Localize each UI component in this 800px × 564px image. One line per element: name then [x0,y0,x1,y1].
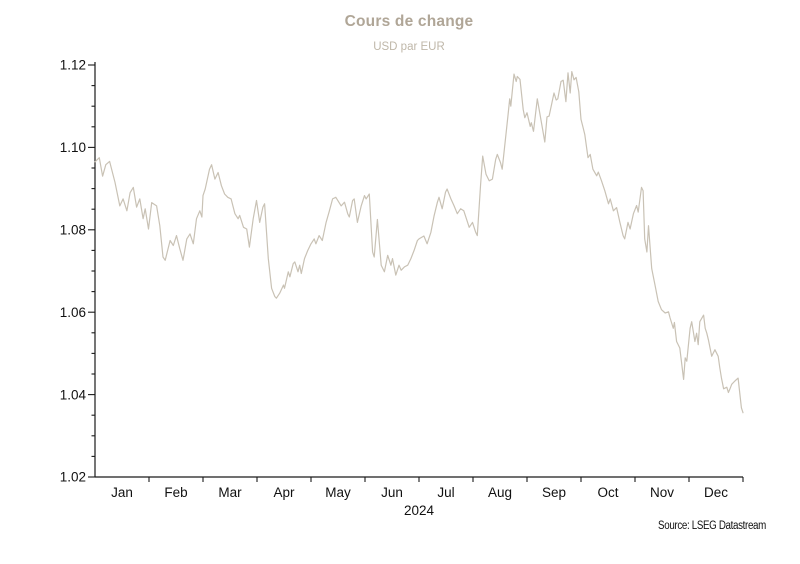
x-tick-label: Jan [111,485,133,500]
x-tick-label: Apr [273,485,295,500]
x-tick-label: Feb [164,485,187,500]
chart-title: Cours de change [344,13,474,30]
x-tick-label: Nov [650,485,674,500]
y-tick-label: 1.02 [60,470,86,485]
y-tick-label: 1.06 [60,305,86,320]
x-tick-label: Dec [704,485,728,500]
y-tick-label: 1.08 [60,223,86,238]
axes-layer: 1.02 1.04 1.06 1.08 1.10 1.12 Jan Feb Mar Apr May J… [60,58,744,500]
x-tick-label: Jun [381,485,403,500]
x-tick-label: Oct [597,485,618,500]
x-tick-label: May [325,485,351,500]
y-tick-label: 1.04 [60,387,87,402]
x-tick-label: Aug [488,485,512,500]
x-tick-label: Jul [437,485,454,500]
y-tick-label: 1.12 [60,58,86,73]
x-tick-label: Mar [218,485,242,500]
exchange-rate-line [94,70,744,414]
source-label: Source: LSEG Datastream [658,520,766,532]
y-tick-label: 1.10 [60,140,86,155]
chart-subtitle: USD par EUR [373,41,445,53]
x-axis-year-label: 2024 [404,503,435,518]
x-tick-label: Sep [542,485,566,500]
series-layer [94,70,744,414]
